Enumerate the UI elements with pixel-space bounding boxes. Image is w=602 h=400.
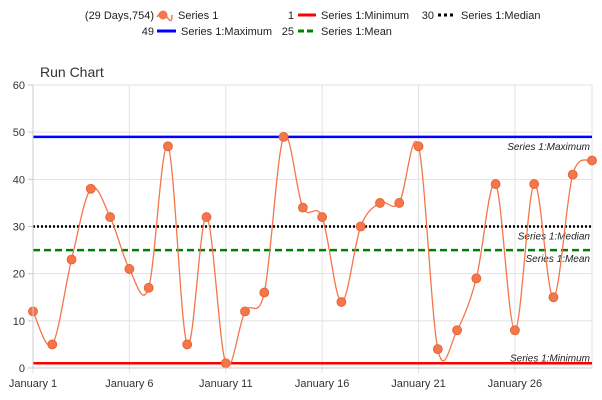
data-point — [47, 339, 58, 350]
x-tick-label: January 1 — [9, 378, 57, 390]
legend-item-series-1[interactable]: (29 Days,754) Series 1 — [85, 10, 218, 22]
y-tick-label: 0 — [19, 363, 25, 375]
data-point — [394, 198, 405, 208]
legend-label-minimum: Series 1:Minimum — [321, 10, 409, 22]
x-tick-label: January 6 — [105, 378, 153, 390]
data-point — [336, 297, 347, 307]
data-point — [471, 273, 482, 284]
data-point — [509, 325, 520, 336]
legend-label-mean: Series 1:Mean — [321, 26, 392, 38]
legend-label-median: Series 1:Median — [461, 10, 541, 22]
y-tick-label: 50 — [13, 127, 25, 139]
legend-value-mean: 25 — [282, 26, 294, 38]
legend-value-minimum: 1 — [288, 10, 294, 22]
legend-value-maximum: 49 — [142, 26, 154, 38]
legend-item-maximum[interactable]: 49 Series 1:Maximum — [142, 26, 272, 38]
y-tick-label: 20 — [13, 269, 25, 281]
x-tick-label: January 11 — [199, 378, 253, 390]
y-tick-label: 30 — [13, 222, 25, 234]
y-tick-label: 40 — [13, 174, 25, 186]
data-point — [413, 141, 424, 152]
legend-item-minimum[interactable]: 1 Series 1:Minimum — [288, 10, 409, 22]
data-point — [490, 179, 501, 189]
reference-line-annotation: Series 1:Maximum — [507, 142, 590, 153]
reference-line-annotation: Series 1:Median — [518, 232, 591, 243]
data-point — [355, 221, 366, 232]
legend-item-median[interactable]: 30 Series 1:Median — [422, 10, 541, 22]
data-point — [66, 254, 77, 265]
x-tick-label: January 26 — [488, 378, 542, 390]
data-point — [85, 183, 96, 194]
data-point — [182, 339, 193, 350]
reference-line-annotation: Series 1:Minimum — [510, 353, 590, 364]
y-tick-label: 10 — [13, 316, 25, 328]
data-point — [240, 306, 250, 317]
data-point — [259, 287, 270, 298]
chart-title: Run Chart — [40, 64, 104, 80]
y-tick-label: 60 — [13, 80, 25, 92]
reference-lines: Series 1:Minimum Series 1:Median Series 1:… — [33, 135, 592, 365]
series — [28, 131, 597, 369]
grid — [32, 84, 593, 373]
legend-value-median: 30 — [422, 10, 434, 22]
data-point — [548, 292, 559, 303]
data-point — [297, 202, 308, 213]
x-tick-label: January 21 — [391, 378, 445, 390]
data-point — [432, 344, 443, 355]
data-point — [105, 212, 116, 222]
x-tick-label: January 16 — [295, 378, 349, 390]
data-point — [278, 131, 289, 142]
legend-marker-icon — [158, 10, 168, 20]
legend-label-series-1: Series 1 — [178, 10, 218, 22]
data-point — [317, 212, 328, 222]
data-point — [452, 325, 462, 336]
legend-value-series-1: (29 Days,754) — [85, 10, 154, 22]
reference-line-annotation: Series 1:Mean — [526, 254, 591, 265]
data-point — [375, 198, 385, 208]
data-point — [163, 141, 173, 152]
data-point — [201, 212, 212, 222]
data-point — [587, 155, 597, 166]
data-point — [567, 169, 578, 180]
data-point — [529, 179, 540, 189]
data-point — [220, 358, 231, 369]
legend-item-mean[interactable]: 25 Series 1:Mean — [282, 26, 392, 38]
series-line — [32, 134, 593, 367]
data-point — [143, 282, 154, 293]
axes: 0 10 20 30 40 50 60 January 1 January 6 January 1… — [9, 80, 592, 390]
data-point — [124, 264, 135, 274]
legend: (29 Days,754) Series 1 1 Series 1:Minimu… — [85, 10, 541, 38]
legend-label-maximum: Series 1:Maximum — [181, 26, 272, 38]
